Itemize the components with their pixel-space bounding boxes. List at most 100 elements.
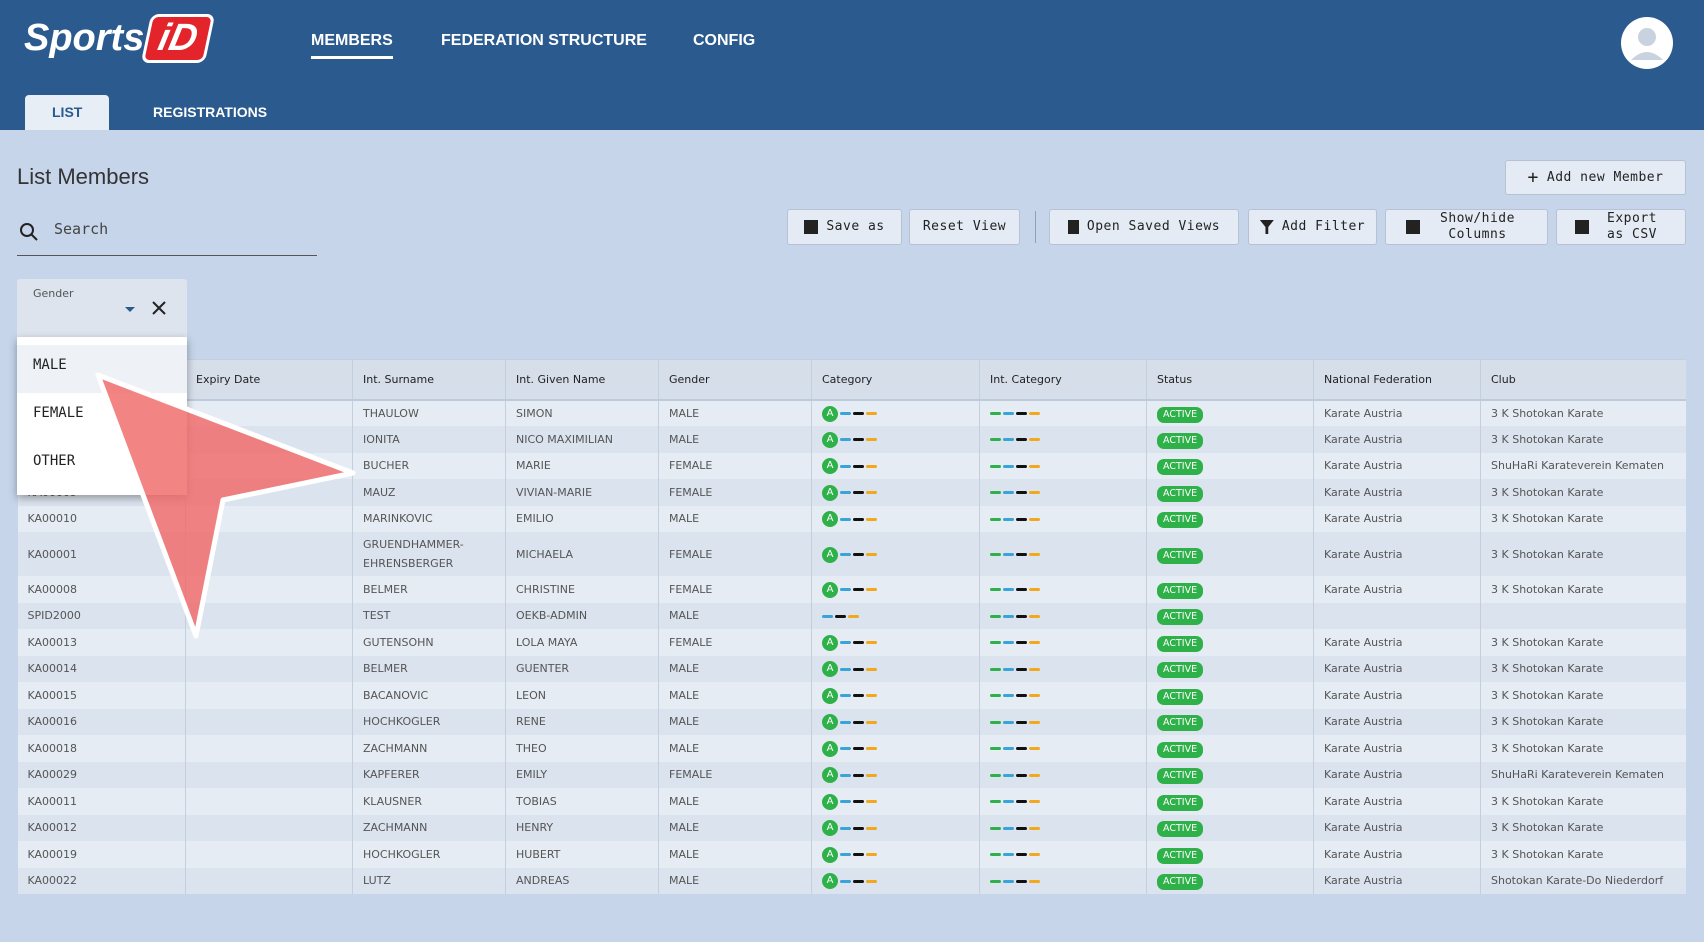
column-header: Club xyxy=(1481,360,1687,400)
cell: GUENTER xyxy=(506,656,659,683)
dropdown-option[interactable]: FEMALE xyxy=(17,393,187,441)
button-label: Add Filter xyxy=(1282,219,1365,235)
cell: Karate Austria xyxy=(1314,453,1481,480)
cell: ACTIVE xyxy=(1147,603,1314,630)
table-row[interactable]: KA00008BELMERCHRISTINEFEMALEAACTIVEKarat… xyxy=(18,576,1687,603)
add-member-button[interactable]: +Add new Member xyxy=(1505,160,1686,195)
status-badge: ACTIVE xyxy=(1157,609,1203,625)
dash xyxy=(990,588,1001,591)
dots xyxy=(990,774,1040,777)
cell xyxy=(980,762,1147,789)
cell: A xyxy=(812,656,980,683)
tab[interactable]: LIST xyxy=(25,95,109,130)
table-row[interactable]: SPID2000TESTOEKB-ADMINMALEACTIVE xyxy=(18,603,1687,630)
dash xyxy=(1003,721,1014,724)
cell: THEO xyxy=(506,735,659,762)
toolbar-button[interactable]: Export as CSV xyxy=(1556,209,1686,245)
button-label: Reset View xyxy=(923,219,1006,235)
dash xyxy=(990,438,1001,441)
gender-filter[interactable]: Gender xyxy=(17,279,187,345)
cell: EMILIO xyxy=(506,506,659,533)
search-field[interactable]: Search xyxy=(17,212,317,256)
logo-badge: iD xyxy=(141,14,215,63)
header: SportsiD MEMBERS FEDERATION STRUCTURE CO… xyxy=(0,0,1704,130)
status-badge: ACTIVE xyxy=(1157,662,1203,678)
dash xyxy=(990,553,1001,556)
members-table: Expiry DateInt. SurnameInt. Given NameGe… xyxy=(17,359,1686,894)
cell: FEMALE xyxy=(659,762,812,789)
dots xyxy=(840,588,877,591)
cell: ACTIVE xyxy=(1147,506,1314,533)
dash xyxy=(1029,553,1040,556)
dash xyxy=(1003,641,1014,644)
table-row[interactable]: IONITANICO MAXIMILIANMALEAACTIVEKarate A… xyxy=(18,426,1687,453)
logo[interactable]: SportsiD xyxy=(24,14,210,63)
dots xyxy=(990,880,1040,883)
cell: MALE xyxy=(659,603,812,630)
cell: FEMALE xyxy=(659,629,812,656)
table-row[interactable]: KA00015BACANOVICLEONMALEAACTIVEKarate Au… xyxy=(18,682,1687,709)
table-row[interactable]: BUCHERMARIEFEMALEAACTIVEKarate AustriaSh… xyxy=(18,453,1687,480)
dash xyxy=(866,465,877,468)
cell xyxy=(186,400,353,427)
category-badge: A xyxy=(822,767,838,783)
dots xyxy=(990,518,1040,521)
cell: TEST xyxy=(353,603,506,630)
category-badge: A xyxy=(822,635,838,651)
category-badge: A xyxy=(822,582,838,598)
cell: A xyxy=(812,682,980,709)
dash xyxy=(866,694,877,697)
toolbar-button[interactable]: Reset View xyxy=(909,209,1020,245)
nav-item[interactable]: MEMBERS xyxy=(311,32,393,59)
toolbar-button[interactable]: Open Saved Views xyxy=(1049,209,1239,245)
avatar[interactable] xyxy=(1620,16,1674,70)
cell: NICO MAXIMILIAN xyxy=(506,426,659,453)
table-row[interactable]: KA00022LUTZANDREASMALEAACTIVEKarate Aust… xyxy=(18,868,1687,895)
dash xyxy=(1016,518,1027,521)
nav-item[interactable]: CONFIG xyxy=(693,32,755,50)
toolbar-button[interactable]: Save as xyxy=(787,209,902,245)
cell: KA00022 xyxy=(18,868,186,895)
cell: 3 K Shotokan Karate xyxy=(1481,426,1687,453)
cell xyxy=(186,629,353,656)
toolbar-button[interactable]: Add Filter xyxy=(1248,209,1377,245)
status-badge: ACTIVE xyxy=(1157,512,1203,528)
cell: Karate Austria xyxy=(1314,426,1481,453)
table-row[interactable]: KA00011KLAUSNERTOBIASMALEAACTIVEKarate A… xyxy=(18,788,1687,815)
dropdown-option[interactable]: MALE xyxy=(17,345,187,393)
table-row[interactable]: KA00009MAUZVIVIAN-MARIEFEMALEAACTIVEKara… xyxy=(18,479,1687,506)
cell: MICHAELA xyxy=(506,532,659,576)
dots xyxy=(990,694,1040,697)
cell: GRUENDHAMMER-EHRENSBERGER xyxy=(353,532,506,576)
dots xyxy=(840,774,877,777)
cell xyxy=(980,656,1147,683)
cell: Karate Austria xyxy=(1314,682,1481,709)
dots xyxy=(840,827,877,830)
cell: HENRY xyxy=(506,815,659,842)
dash xyxy=(840,721,851,724)
dash xyxy=(848,615,859,618)
table-row[interactable]: KA00012ZACHMANNHENRYMALEAACTIVEKarate Au… xyxy=(18,815,1687,842)
dash xyxy=(1003,880,1014,883)
table-row[interactable]: KA00019HOCHKOGLERHUBERTMALEAACTIVEKarate… xyxy=(18,841,1687,868)
tab[interactable]: REGISTRATIONS xyxy=(128,95,292,130)
dots xyxy=(990,721,1040,724)
nav-item[interactable]: FEDERATION STRUCTURE xyxy=(441,32,647,50)
table-row[interactable]: KA00029KAPFEREREMILYFEMALEAACTIVEKarate … xyxy=(18,762,1687,789)
cell: LUTZ xyxy=(353,868,506,895)
table-row[interactable]: THAULOWSIMONMALEAACTIVEKarate Austria3 K… xyxy=(18,400,1687,427)
dots xyxy=(840,465,877,468)
dots xyxy=(840,880,877,883)
dash xyxy=(1016,412,1027,415)
table-row[interactable]: KA00010MARINKOVICEMILIOMALEAACTIVEKarate… xyxy=(18,506,1687,533)
table-row[interactable]: KA00018ZACHMANNTHEOMALEAACTIVEKarate Aus… xyxy=(18,735,1687,762)
table-row[interactable]: KA00016HOCHKOGLERRENEMALEAACTIVEKarate A… xyxy=(18,709,1687,736)
table-row[interactable]: KA00013GUTENSOHNLOLA MAYAFEMALEAACTIVEKa… xyxy=(18,629,1687,656)
dropdown-option[interactable]: OTHER xyxy=(17,441,187,489)
dash xyxy=(990,853,1001,856)
cell: A xyxy=(812,532,980,576)
table-row[interactable]: KA00001GRUENDHAMMER-EHRENSBERGERMICHAELA… xyxy=(18,532,1687,576)
table-row[interactable]: KA00014BELMERGUENTERMALEAACTIVEKarate Au… xyxy=(18,656,1687,683)
toolbar-button[interactable]: Show/hide Columns xyxy=(1385,209,1548,245)
cell: KA00016 xyxy=(18,709,186,736)
